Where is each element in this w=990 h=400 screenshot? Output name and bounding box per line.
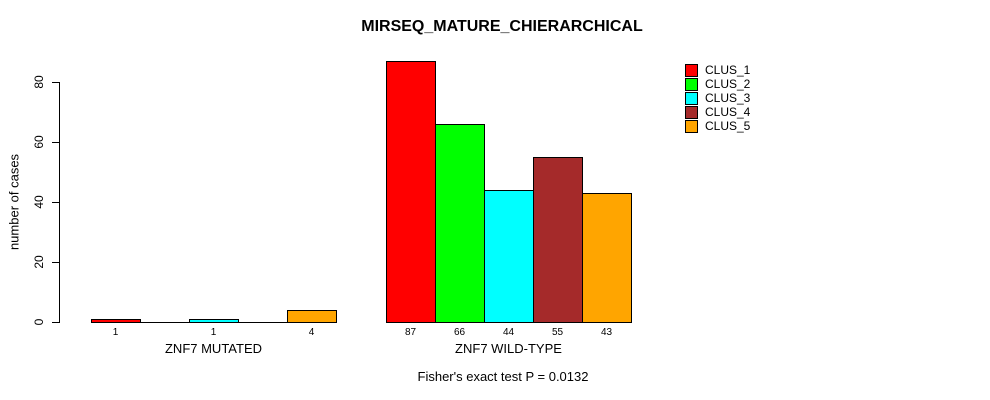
legend-swatch <box>685 91 698 105</box>
legend-swatch <box>685 63 698 77</box>
legend-swatch <box>685 105 698 119</box>
y-tick <box>52 202 59 203</box>
y-tick <box>52 82 59 83</box>
y-tick-label: 80 <box>32 75 46 89</box>
group-label-2: ZNF7 WILD-TYPE <box>455 341 562 356</box>
bar-clus_2-group2 <box>435 124 485 323</box>
legend-label: CLUS_5 <box>705 119 751 133</box>
legend-item: CLUS_1 <box>685 63 750 77</box>
legend-swatch <box>685 119 698 133</box>
legend-label: CLUS_3 <box>705 91 751 105</box>
bar-clus_5-group1 <box>287 310 337 323</box>
y-tick-label: 60 <box>32 135 46 149</box>
bar-value-label: 44 <box>502 327 515 338</box>
bar-clus_3-group2 <box>484 190 534 323</box>
y-tick-label: 20 <box>32 255 46 269</box>
y-axis-line <box>59 82 60 323</box>
chart-title: MIRSEQ_MATURE_CHIERARCHICAL <box>361 18 643 35</box>
bar-value-label: 1 <box>112 327 119 338</box>
legend-item: CLUS_3 <box>685 91 750 105</box>
legend-item: CLUS_4 <box>685 105 750 119</box>
y-tick <box>52 262 59 263</box>
bar-value-label: 55 <box>551 327 564 338</box>
legend-swatch <box>685 77 698 91</box>
y-tick <box>52 322 59 323</box>
legend-item: CLUS_2 <box>685 77 750 91</box>
bar-clus_4-group2 <box>533 157 583 323</box>
bar-clus_1-group1 <box>91 319 141 323</box>
bar-clus_5-group2 <box>582 193 632 323</box>
legend: CLUS_1 CLUS_2 CLUS_3 CLUS_4 CLUS_5 <box>685 63 750 133</box>
y-tick <box>52 142 59 143</box>
bar-value-label: 43 <box>600 327 613 338</box>
legend-label: CLUS_1 <box>705 63 751 77</box>
bar-value-label: 1 <box>210 327 217 338</box>
bar-clus_1-group2 <box>386 61 436 323</box>
bar-value-label: 4 <box>308 327 315 338</box>
y-tick-label: 40 <box>32 195 46 209</box>
bar-value-label: 66 <box>453 327 466 338</box>
y-axis-label: number of cases <box>6 153 22 251</box>
bar-clus_3-group1 <box>189 319 239 323</box>
legend-item: CLUS_5 <box>685 119 750 133</box>
legend-label: CLUS_2 <box>705 77 751 91</box>
y-tick-label: 0 <box>32 318 46 326</box>
bar-value-label: 87 <box>404 327 417 338</box>
annotation-fisher-test: Fisher's exact test P = 0.0132 <box>417 369 589 384</box>
group-label-1: ZNF7 MUTATED <box>164 341 263 356</box>
legend-label: CLUS_4 <box>705 105 751 119</box>
